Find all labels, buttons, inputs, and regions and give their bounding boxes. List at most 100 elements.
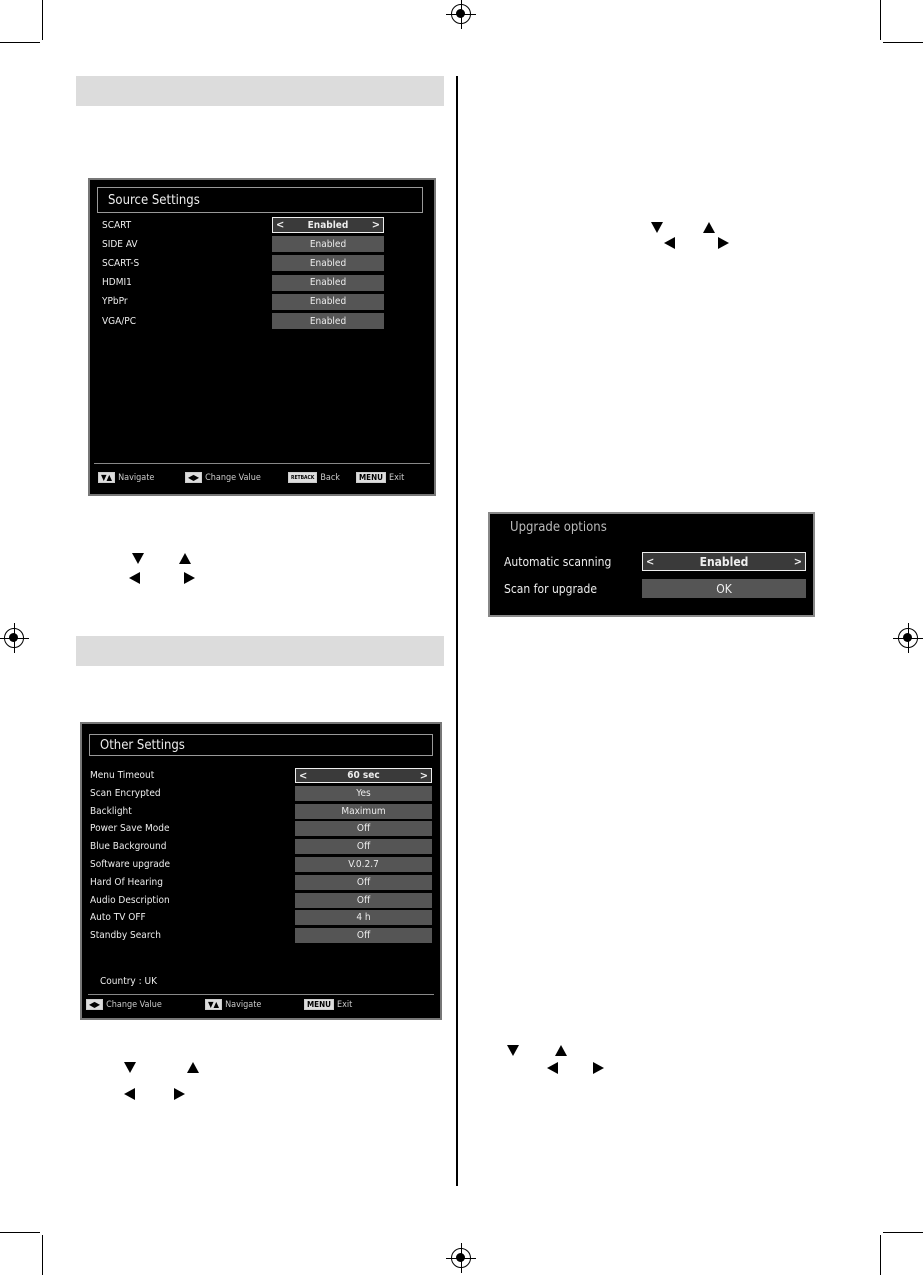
footer-label: Exit xyxy=(336,999,353,1010)
setting-value-1[interactable]: Enabled xyxy=(272,236,384,253)
chevron-right-icon[interactable]: > xyxy=(419,768,428,782)
setting-label: VGA/PC xyxy=(102,315,137,327)
setting-value-9[interactable]: Off xyxy=(295,928,432,944)
setting-value-1[interactable]: OK xyxy=(642,579,806,598)
setting-label: Auto TV OFF xyxy=(90,912,146,924)
registration-mark-icon xyxy=(893,623,923,653)
setting-label: Scan Encrypted xyxy=(90,787,161,799)
setting-value-0[interactable]: 60 sec < > xyxy=(295,768,432,783)
setting-label: SIDE AV xyxy=(102,238,138,250)
setting-value-4[interactable]: Enabled xyxy=(272,293,384,310)
value-text: Off xyxy=(356,894,371,906)
left-arrow-icon xyxy=(129,572,140,584)
value-text: Enabled xyxy=(309,277,347,289)
down-arrow-icon xyxy=(651,222,663,233)
setting-value-5[interactable]: Enabled xyxy=(272,313,384,329)
setting-value-8[interactable]: 4 h xyxy=(295,910,432,926)
chevron-right-icon[interactable]: > xyxy=(371,218,380,232)
setting-label: Hard Of Hearing xyxy=(90,876,163,888)
footer-label: Navigate xyxy=(118,472,155,483)
crop-mark xyxy=(880,1235,881,1275)
setting-value-2[interactable]: Enabled xyxy=(272,255,384,272)
chevron-left-icon[interactable]: < xyxy=(646,554,655,568)
value-text: Off xyxy=(356,876,371,888)
crop-mark xyxy=(883,1232,923,1233)
right-arrow-icon xyxy=(718,237,729,249)
footer-label: Exit xyxy=(388,472,405,483)
chevron-left-icon[interactable]: < xyxy=(299,768,308,782)
crop-mark xyxy=(42,1235,43,1275)
footer-navigate: ▼▲ Navigate xyxy=(98,472,154,483)
setting-label: Blue Background xyxy=(90,841,167,853)
registration-mark-icon xyxy=(446,0,476,29)
setting-value-2[interactable]: Maximum xyxy=(295,803,432,819)
left-arrow-icon xyxy=(664,237,675,249)
footer-label: Change Value xyxy=(205,472,261,483)
setting-value-5[interactable]: V.0.2.7 xyxy=(295,857,432,872)
value-text: OK xyxy=(716,581,732,596)
chevron-left-icon[interactable]: < xyxy=(276,218,285,232)
down-arrow-icon xyxy=(124,1062,136,1073)
footer-exit: MENU Exit xyxy=(356,472,404,483)
crop-mark xyxy=(880,0,881,40)
divider xyxy=(88,994,434,995)
divider xyxy=(94,463,430,464)
chevron-right-icon[interactable]: > xyxy=(793,554,802,568)
value-text: V.0.2.7 xyxy=(348,859,379,870)
setting-label: Audio Description xyxy=(90,894,170,906)
footer-label: Change Value xyxy=(106,999,162,1010)
value-text: Off xyxy=(356,823,371,835)
value-text: Off xyxy=(356,841,371,853)
footer-exit: MENU Exit xyxy=(304,999,352,1010)
value-text: Enabled xyxy=(699,554,749,569)
setting-value-4[interactable]: Off xyxy=(295,839,432,855)
source-settings-title: Source Settings xyxy=(97,187,423,213)
down-arrow-icon xyxy=(507,1045,519,1056)
left-arrow-icon xyxy=(124,1088,135,1100)
setting-label: SCART xyxy=(102,219,132,231)
crop-mark xyxy=(0,42,40,43)
setting-value-1[interactable]: Yes xyxy=(295,785,432,801)
down-arrow-icon xyxy=(132,553,144,564)
setting-value-7[interactable]: Off xyxy=(295,892,432,908)
value-text: Enabled xyxy=(307,219,349,231)
section-header-bar xyxy=(76,76,444,106)
footer-change-value: ◀▶ Change Value xyxy=(86,999,162,1010)
right-arrow-icon xyxy=(174,1088,185,1100)
menu-key: MENU xyxy=(304,999,334,1010)
value-text: 4 h xyxy=(356,912,371,924)
other-settings-title: Other Settings xyxy=(89,734,433,756)
value-text: 60 sec xyxy=(347,770,380,781)
registration-mark-icon xyxy=(446,1243,476,1273)
column-divider xyxy=(456,76,458,1186)
crop-mark xyxy=(883,42,923,43)
setting-value-0[interactable]: Enabled < > xyxy=(272,217,384,233)
footer-label: Back xyxy=(320,472,340,483)
up-arrow-icon xyxy=(555,1045,567,1056)
footer-change-value: ◀▶ Change Value xyxy=(185,472,261,483)
upgrade-options-screen: Upgrade options Automatic scanning Enable… xyxy=(488,512,815,617)
registration-mark-icon xyxy=(0,623,29,653)
setting-label: Automatic scanning xyxy=(504,554,612,569)
setting-value-0[interactable]: Enabled < > xyxy=(642,552,806,571)
setting-value-3[interactable]: Enabled xyxy=(272,274,384,291)
setting-label: HDMI1 xyxy=(102,277,132,289)
setting-label: Scan for upgrade xyxy=(504,581,598,596)
upgrade-options-title: Upgrade options xyxy=(510,520,607,535)
setting-value-6[interactable]: Off xyxy=(295,874,432,890)
source-settings-screen: Source Settings ▼▲ Navigate ◀▶ Change Valu… xyxy=(88,178,436,496)
value-text: Yes xyxy=(356,787,371,799)
setting-value-3[interactable]: Off xyxy=(295,821,432,837)
country-label: Country : UK xyxy=(100,976,157,987)
setting-label: Backlight xyxy=(90,805,132,817)
menu-key: MENU xyxy=(356,472,386,483)
up-arrow-icon xyxy=(703,222,715,233)
value-text: Enabled xyxy=(309,296,347,308)
footer-navigate: ▼▲ Navigate xyxy=(205,999,261,1010)
footer-back: RETBACK Back xyxy=(288,472,340,483)
right-arrow-icon xyxy=(593,1062,604,1074)
right-arrow-icon xyxy=(184,572,195,584)
back-key: RETBACK xyxy=(288,472,318,483)
section-header-bar xyxy=(76,636,444,666)
footer-label: Navigate xyxy=(225,999,262,1010)
